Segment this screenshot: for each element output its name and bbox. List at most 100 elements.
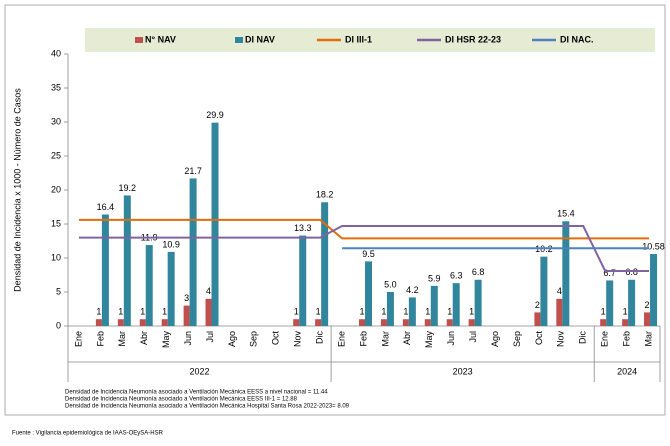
data-label: 6.8 — [625, 267, 638, 277]
legend-label: N° NAV — [145, 34, 176, 44]
data-label: 29.9 — [206, 110, 224, 120]
x-tick-label: Dic — [315, 331, 325, 344]
data-label: 1 — [623, 307, 628, 317]
bar — [650, 254, 658, 326]
bar — [299, 235, 307, 326]
bar — [293, 319, 300, 326]
x-tick-label: Feb — [95, 331, 105, 347]
bar — [359, 319, 365, 326]
bar — [161, 319, 168, 326]
bar — [540, 256, 548, 326]
data-label: 10.58 — [642, 241, 665, 251]
x-tick-label: Sep — [249, 331, 259, 347]
y-tick-label: 15 — [51, 218, 61, 228]
x-tick-label: Ene — [600, 331, 610, 347]
data-label: 1 — [140, 307, 145, 317]
x-tick-label: Dic — [578, 331, 588, 344]
data-label: 6.8 — [472, 267, 485, 277]
data-label: 2 — [535, 300, 540, 310]
x-tick-label: Mar — [380, 331, 390, 347]
legend-label: DI NAV — [245, 34, 275, 44]
y-tick-label: 25 — [51, 150, 61, 160]
x-tick-label: Ene — [73, 331, 83, 347]
x-tick-label: Nov — [556, 331, 566, 348]
x-tick-label: Ago — [227, 331, 237, 347]
data-label: 1 — [359, 307, 364, 317]
note: Densidad de Incidencia Neumonía asociado… — [65, 397, 298, 403]
bar — [123, 195, 131, 326]
bar — [468, 319, 475, 326]
data-label: 4 — [557, 286, 562, 296]
data-label: 4.2 — [406, 285, 419, 295]
x-tick-label: Jul — [468, 331, 478, 343]
data-label: 3 — [184, 293, 189, 303]
data-label: 1 — [381, 307, 386, 317]
x-tick-label: Ene — [336, 331, 346, 347]
x-tick-label: Ago — [490, 331, 500, 347]
note: Densidad de Incidencia Neumonía asociado… — [65, 390, 328, 396]
x-tick-label: Feb — [358, 331, 368, 347]
x-tick-label: Feb — [621, 331, 631, 347]
data-label: 2 — [645, 300, 650, 310]
data-label: 5.0 — [384, 279, 397, 289]
chart-frame — [4, 4, 666, 416]
data-label: 1 — [316, 307, 321, 317]
legend-label: DI HSR 22-23 — [445, 34, 501, 44]
line — [78, 225, 650, 272]
bar — [183, 305, 190, 326]
data-label: 1 — [162, 307, 167, 317]
data-label: 18.2 — [316, 190, 334, 200]
y-axis-label: Densidad de Incidencia x 1000 - Número d… — [12, 88, 22, 292]
bar — [430, 285, 438, 326]
data-label: 4 — [206, 286, 211, 296]
bar — [205, 298, 212, 326]
data-label: 10.9 — [162, 239, 180, 249]
bar — [95, 319, 102, 326]
bar — [600, 319, 607, 326]
data-label: 1 — [469, 307, 474, 317]
bar — [117, 319, 124, 326]
x-tick-label: Jun — [446, 331, 456, 346]
legend-label: DI III-1 — [345, 34, 372, 44]
bar — [622, 319, 629, 326]
x-tick-label: Sep — [512, 331, 522, 347]
x-tick-label: Abr — [402, 331, 412, 345]
data-label: 1 — [601, 307, 606, 317]
bar — [101, 214, 109, 326]
bar — [446, 319, 453, 326]
data-label: 6.7 — [603, 268, 616, 278]
x-tick-label: Mar — [643, 331, 653, 347]
bar — [139, 319, 146, 326]
data-label: 1 — [447, 307, 452, 317]
bar — [145, 245, 153, 326]
x-tick-label: Nov — [293, 331, 303, 348]
bar — [644, 312, 651, 326]
x-tick-label: Oct — [534, 331, 544, 346]
bar — [556, 298, 563, 326]
bar — [534, 312, 541, 326]
bar — [402, 319, 409, 326]
bar — [408, 297, 416, 326]
data-label: 19.2 — [119, 183, 137, 193]
group-label: 2023 — [453, 366, 473, 376]
bar — [386, 292, 394, 326]
group-label: 2022 — [190, 366, 210, 376]
bar — [424, 319, 431, 326]
source: Fuente : Vigilancia epidemiológica de IA… — [12, 431, 164, 437]
data-label: 1 — [294, 307, 299, 317]
x-tick-label: May — [424, 331, 434, 349]
y-tick-label: 0 — [56, 320, 61, 330]
data-label: 16.4 — [97, 202, 115, 212]
data-label: 1 — [425, 307, 430, 317]
line — [78, 218, 650, 240]
data-label: 5.9 — [428, 273, 441, 283]
y-tick-label: 5 — [56, 286, 61, 296]
y-tick-label: 10 — [51, 252, 61, 262]
data-label: 1 — [118, 307, 123, 317]
bar — [315, 319, 322, 326]
legend-swatch — [135, 37, 143, 43]
data-label: 13.3 — [294, 223, 312, 233]
bar — [452, 283, 460, 326]
bar — [167, 251, 175, 326]
y-tick-label: 20 — [51, 184, 61, 194]
